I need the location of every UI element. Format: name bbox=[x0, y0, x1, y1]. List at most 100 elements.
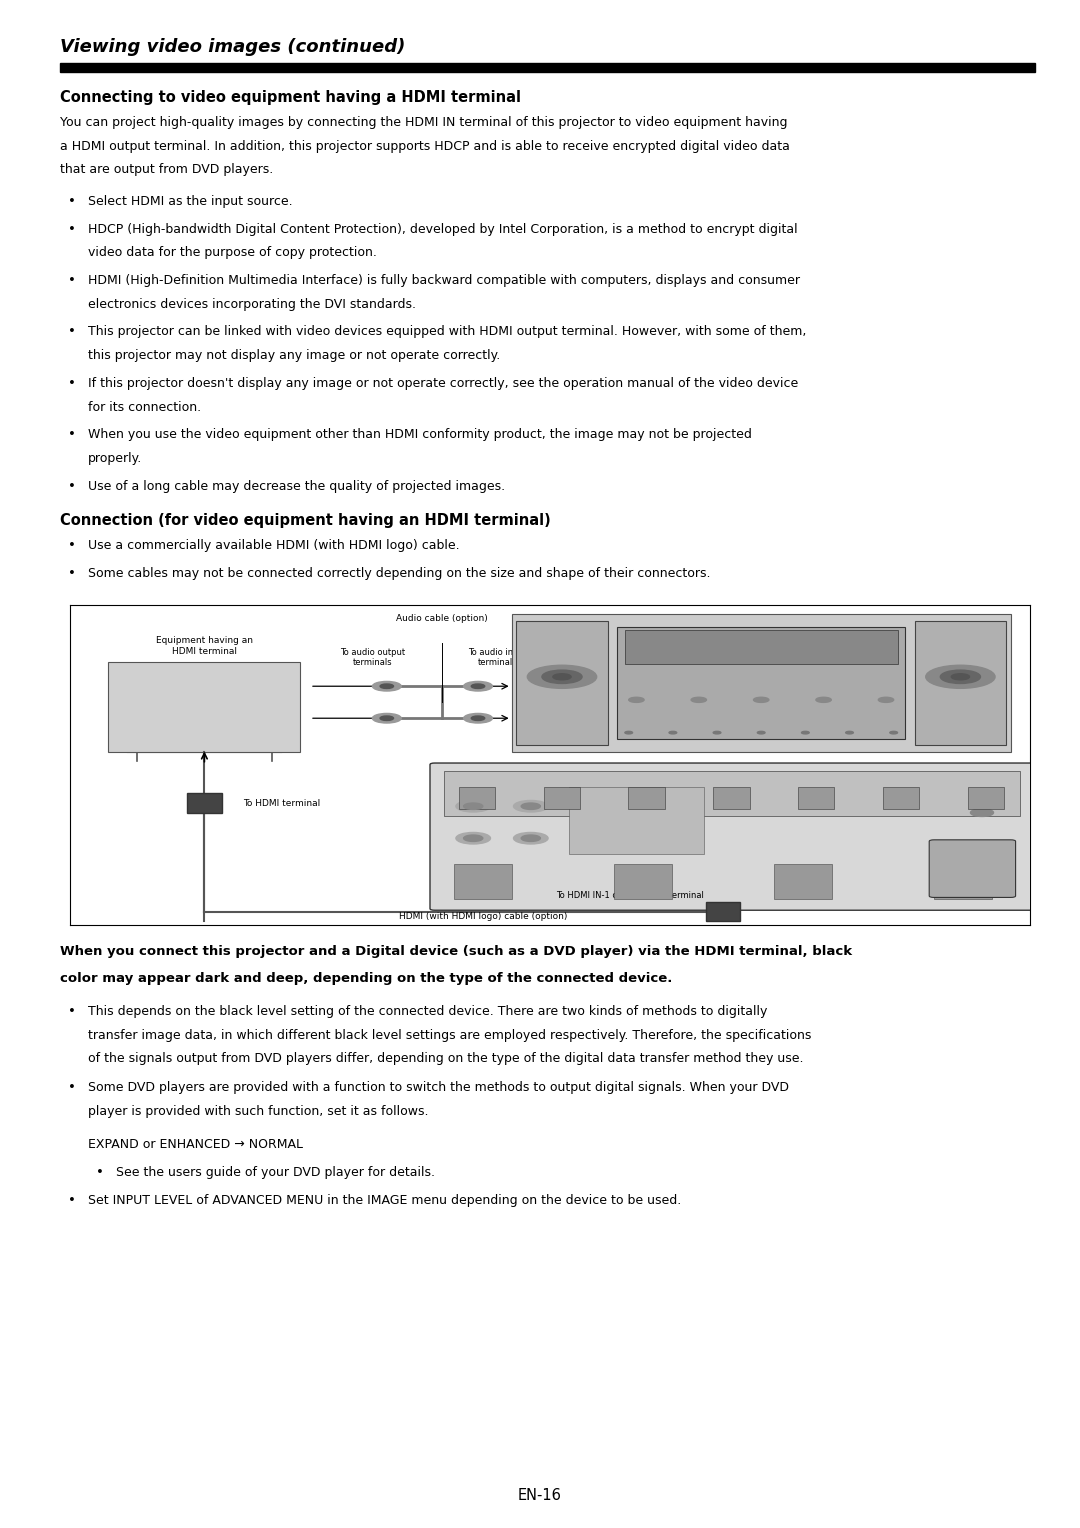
Bar bbox=[798, 787, 835, 810]
Bar bbox=[705, 902, 740, 921]
Text: Connection (for video equipment having an HDMI terminal): Connection (for video equipment having a… bbox=[60, 513, 551, 529]
Text: color may appear dark and deep, depending on the type of the connected device.: color may appear dark and deep, dependin… bbox=[60, 972, 673, 986]
Text: •: • bbox=[96, 1166, 104, 1180]
Text: for its connection.: for its connection. bbox=[87, 400, 201, 414]
Circle shape bbox=[815, 697, 832, 703]
Bar bbox=[617, 626, 905, 740]
Text: This depends on the black level setting of the connected device. There are two k: This depends on the black level setting … bbox=[87, 1005, 768, 1018]
Circle shape bbox=[463, 714, 492, 723]
Text: Audio cable (option): Audio cable (option) bbox=[396, 614, 488, 623]
Circle shape bbox=[373, 714, 401, 723]
Text: HDCP (High-bandwidth Digital Content Protection), developed by Intel Corporation: HDCP (High-bandwidth Digital Content Pro… bbox=[87, 223, 798, 235]
Text: Some DVD players are provided with a function to switch the methods to output di: Some DVD players are provided with a fun… bbox=[87, 1082, 789, 1094]
Circle shape bbox=[380, 685, 393, 689]
Circle shape bbox=[713, 732, 720, 733]
Circle shape bbox=[941, 671, 981, 683]
Circle shape bbox=[522, 834, 540, 842]
Circle shape bbox=[513, 833, 548, 843]
Text: Connecting to video equipment having a HDMI terminal: Connecting to video equipment having a H… bbox=[60, 90, 521, 105]
Text: of the signals output from DVD players differ, depending on the type of the digi: of the signals output from DVD players d… bbox=[87, 1053, 804, 1065]
Circle shape bbox=[629, 697, 644, 703]
Circle shape bbox=[527, 665, 596, 688]
FancyBboxPatch shape bbox=[430, 762, 1035, 911]
Circle shape bbox=[890, 732, 897, 733]
Circle shape bbox=[553, 674, 571, 680]
Circle shape bbox=[754, 697, 769, 703]
Bar bbox=[512, 614, 1011, 752]
Text: Use of a long cable may decrease the quality of projected images.: Use of a long cable may decrease the qua… bbox=[87, 480, 505, 492]
Text: •: • bbox=[68, 428, 76, 442]
Text: When you use the video equipment other than HDMI conformity product, the image m: When you use the video equipment other t… bbox=[87, 428, 752, 442]
Text: To HDMI IN-1 or HDMI IN-2 terminal: To HDMI IN-1 or HDMI IN-2 terminal bbox=[556, 891, 703, 900]
Bar bbox=[187, 793, 221, 813]
Text: EN-16: EN-16 bbox=[518, 1488, 562, 1504]
Circle shape bbox=[878, 697, 893, 703]
Text: To audio input
terminals: To audio input terminals bbox=[468, 648, 527, 668]
Circle shape bbox=[463, 804, 483, 810]
Circle shape bbox=[471, 685, 485, 689]
Text: Set INPUT LEVEL of ADVANCED MENU in the IMAGE menu depending on the device to be: Set INPUT LEVEL of ADVANCED MENU in the … bbox=[87, 1195, 681, 1207]
Circle shape bbox=[691, 697, 706, 703]
Bar bbox=[615, 863, 672, 898]
Circle shape bbox=[542, 671, 582, 683]
Bar bbox=[569, 787, 703, 854]
Text: Use a commercially available HDMI (with HDMI logo) cable.: Use a commercially available HDMI (with … bbox=[87, 539, 460, 552]
Bar bbox=[444, 772, 1021, 816]
Text: HDMI (with HDMI logo) cable (option): HDMI (with HDMI logo) cable (option) bbox=[399, 912, 567, 921]
Bar bbox=[968, 787, 1004, 810]
Text: To audio output
terminals: To audio output terminals bbox=[340, 648, 405, 668]
FancyBboxPatch shape bbox=[929, 840, 1015, 897]
Circle shape bbox=[471, 717, 485, 721]
Text: Viewing video images (continued): Viewing video images (continued) bbox=[60, 38, 405, 57]
Text: •: • bbox=[68, 1195, 76, 1207]
Text: •: • bbox=[68, 567, 76, 581]
Text: EXPAND or ENHANCED → NORMAL: EXPAND or ENHANCED → NORMAL bbox=[87, 1137, 303, 1151]
Text: •: • bbox=[68, 480, 76, 492]
Circle shape bbox=[513, 801, 548, 811]
Bar bbox=[774, 863, 832, 898]
Circle shape bbox=[373, 681, 401, 691]
Text: •: • bbox=[68, 223, 76, 235]
Text: this projector may not display any image or not operate correctly.: this projector may not display any image… bbox=[87, 350, 500, 362]
Text: When you connect this projector and a Digital device (such as a DVD player) via : When you connect this projector and a Di… bbox=[60, 944, 852, 958]
Text: a HDMI output terminal. In addition, this projector supports HDCP and is able to: a HDMI output terminal. In addition, thi… bbox=[60, 139, 789, 153]
Text: •: • bbox=[68, 274, 76, 287]
Circle shape bbox=[522, 804, 540, 810]
Bar bbox=[882, 787, 919, 810]
Text: •: • bbox=[68, 539, 76, 552]
Circle shape bbox=[456, 833, 490, 843]
Circle shape bbox=[971, 808, 994, 816]
Circle shape bbox=[625, 732, 633, 733]
Bar bbox=[934, 863, 991, 898]
Bar bbox=[454, 863, 512, 898]
Text: •: • bbox=[68, 377, 76, 390]
Bar bbox=[625, 630, 897, 663]
Text: •: • bbox=[68, 325, 76, 339]
Circle shape bbox=[463, 681, 492, 691]
Text: If this projector doesn't display any image or not operate correctly, see the op: If this projector doesn't display any im… bbox=[87, 377, 798, 390]
Text: This projector can be linked with video devices equipped with HDMI output termin: This projector can be linked with video … bbox=[87, 325, 807, 339]
Bar bbox=[713, 787, 750, 810]
Text: Equipment having an
HDMI terminal: Equipment having an HDMI terminal bbox=[156, 637, 253, 656]
Bar bbox=[60, 63, 1035, 72]
Circle shape bbox=[757, 732, 765, 733]
Circle shape bbox=[669, 732, 677, 733]
Text: Some cables may not be connected correctly depending on the size and shape of th: Some cables may not be connected correct… bbox=[87, 567, 711, 581]
Text: that are output from DVD players.: that are output from DVD players. bbox=[60, 163, 273, 176]
Circle shape bbox=[801, 732, 809, 733]
Bar bbox=[915, 620, 1005, 746]
Bar bbox=[629, 787, 665, 810]
Text: You can project high-quality images by connecting the HDMI IN terminal of this p: You can project high-quality images by c… bbox=[60, 116, 787, 128]
Text: electronics devices incorporating the DVI standards.: electronics devices incorporating the DV… bbox=[87, 298, 416, 310]
Text: HDMI (High-Definition Multimedia Interface) is fully backward compatible with co: HDMI (High-Definition Multimedia Interfa… bbox=[87, 274, 800, 287]
Bar bbox=[516, 620, 608, 746]
Text: To HDMI terminal: To HDMI terminal bbox=[243, 799, 320, 807]
Text: See the users guide of your DVD player for details.: See the users guide of your DVD player f… bbox=[116, 1166, 435, 1180]
Text: video data for the purpose of copy protection.: video data for the purpose of copy prote… bbox=[87, 246, 377, 260]
Text: •: • bbox=[68, 196, 76, 208]
Circle shape bbox=[926, 665, 995, 688]
Bar bbox=[543, 787, 580, 810]
Text: properly.: properly. bbox=[87, 452, 143, 465]
Bar bbox=[459, 787, 496, 810]
Text: •: • bbox=[68, 1005, 76, 1018]
